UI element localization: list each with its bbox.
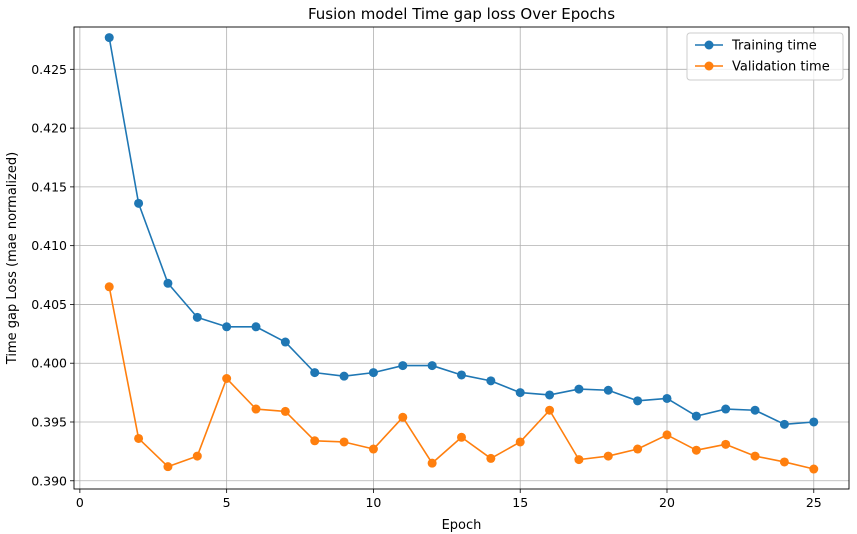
data-point-validation-time (721, 439, 731, 449)
data-point-training-time (633, 396, 643, 406)
data-point-training-time (779, 419, 789, 429)
data-point-validation-time (574, 455, 584, 465)
data-point-validation-time (163, 462, 173, 472)
plot-frame (73, 26, 850, 490)
series-training-time (104, 33, 819, 429)
data-point-training-time (721, 404, 731, 414)
data-point-validation-time (457, 432, 466, 442)
y-tick-label: 0.420 (31, 121, 67, 136)
data-point-training-time (251, 322, 261, 332)
y-tick-label: 0.395 (31, 414, 67, 429)
data-point-validation-time (662, 430, 672, 440)
data-point-training-time (222, 322, 232, 332)
data-point-training-time (427, 361, 437, 371)
data-point-validation-time (809, 464, 819, 474)
data-point-validation-time (691, 445, 701, 455)
data-point-training-time (192, 312, 202, 322)
data-point-validation-time (368, 444, 378, 454)
y-axis-label: Time gap Loss (mae normalized) (5, 152, 20, 365)
x-tick-label: 20 (659, 495, 675, 510)
y-tick-label: 0.405 (31, 297, 67, 312)
data-point-training-time (104, 33, 114, 43)
data-point-training-time (398, 361, 408, 371)
data-point-training-time (545, 390, 555, 400)
x-tick-label: 5 (223, 495, 231, 510)
data-point-training-time (574, 384, 584, 394)
y-tick-label: 0.415 (31, 179, 67, 194)
data-point-validation-time (134, 433, 144, 443)
data-point-validation-time (398, 412, 408, 422)
legend-label: Validation time (732, 60, 830, 75)
x-tick-label: 15 (512, 495, 528, 510)
data-point-training-time (662, 393, 672, 403)
series-validation-time (104, 282, 819, 474)
data-point-validation-time (310, 436, 320, 446)
data-point-validation-time (280, 406, 290, 416)
data-point-validation-time (603, 451, 613, 461)
data-point-validation-time (104, 282, 114, 292)
legend-marker (704, 40, 714, 50)
data-point-validation-time (339, 437, 349, 447)
data-point-training-time (486, 376, 496, 386)
series-layer (104, 33, 819, 474)
y-tick-label: 0.410 (31, 238, 67, 253)
data-point-validation-time (192, 451, 202, 461)
data-point-training-time (457, 370, 466, 380)
data-point-training-time (368, 368, 378, 378)
y-tick-label: 0.400 (31, 356, 67, 371)
data-point-validation-time (251, 404, 261, 414)
data-point-training-time (691, 411, 701, 421)
data-point-training-time (515, 388, 525, 398)
x-tick-label: 25 (806, 495, 822, 510)
data-point-validation-time (779, 457, 789, 467)
legend: Training time Validation time (686, 32, 844, 81)
data-point-validation-time (545, 405, 555, 415)
data-point-training-time (339, 371, 349, 381)
data-point-training-time (310, 368, 320, 378)
data-point-training-time (134, 198, 144, 208)
legend-label: Training time (731, 39, 817, 54)
axis-ticks: 0 5 10 15 20 25 0.390 0.395 0.400 0.405 0.410 0.415… (31, 62, 822, 510)
legend-item-training-time: Training time (695, 39, 817, 54)
series-line-training-time (108, 37, 814, 426)
x-tick-label: 10 (365, 495, 381, 510)
legend-item-validation-time: Validation time (695, 60, 830, 75)
data-point-validation-time (486, 453, 496, 463)
data-point-validation-time (750, 451, 760, 461)
chart-title: Fusion model Time gap loss Over Epochs (308, 5, 615, 23)
data-point-validation-time (427, 458, 437, 468)
x-axis-label: Epoch (442, 518, 482, 533)
legend-box (686, 32, 844, 81)
data-point-validation-time (515, 437, 525, 447)
data-point-training-time (603, 385, 613, 395)
data-point-training-time (280, 337, 290, 347)
y-tick-label: 0.425 (31, 62, 67, 77)
data-point-training-time (750, 405, 760, 415)
data-point-training-time (163, 278, 173, 288)
x-tick-label: 0 (76, 495, 84, 510)
legend-marker (704, 61, 714, 71)
data-point-validation-time (222, 373, 232, 383)
data-point-training-time (809, 417, 819, 427)
y-tick-label: 0.390 (31, 473, 67, 488)
grid (74, 27, 849, 489)
data-point-validation-time (633, 444, 643, 454)
